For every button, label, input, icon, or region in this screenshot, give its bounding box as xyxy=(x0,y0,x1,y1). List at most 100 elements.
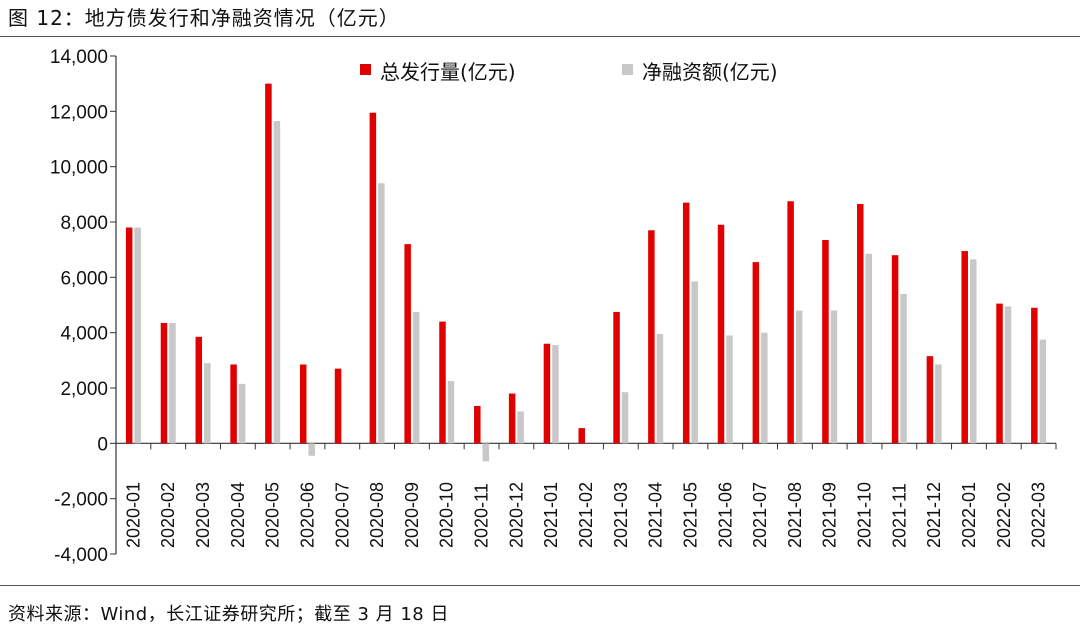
x-tick-label: 2021-03 xyxy=(611,482,631,548)
bar-net-financing xyxy=(412,311,420,444)
bar-issuance xyxy=(265,83,272,444)
bar-net-financing xyxy=(552,345,559,444)
x-tick-label: 2021-08 xyxy=(785,482,805,548)
bar-net-financing xyxy=(969,259,977,444)
y-tick-label: 8,000 xyxy=(60,213,108,234)
bar-issuance xyxy=(857,204,864,444)
bar-issuance xyxy=(543,343,551,444)
x-tick-label: 2020-05 xyxy=(263,482,283,548)
bar-issuance xyxy=(369,112,377,444)
y-tick-label: 2,000 xyxy=(60,379,108,400)
x-tick-label: 2021-02 xyxy=(576,482,596,548)
bar-issuance xyxy=(195,336,203,444)
bar-net-financing xyxy=(273,121,281,444)
y-tick-label: 12,000 xyxy=(50,102,108,123)
bar-issuance xyxy=(613,311,620,444)
x-tick-label: 2021-09 xyxy=(820,482,840,548)
bar-issuance xyxy=(578,428,585,444)
legend-swatch xyxy=(360,64,371,75)
x-tick-label: 2020-08 xyxy=(367,482,387,548)
bar-net-financing xyxy=(1004,306,1012,444)
bar-issuance xyxy=(160,322,168,444)
x-tick-label: 2020-03 xyxy=(193,482,213,548)
bar-issuance xyxy=(787,201,794,444)
bar-issuance xyxy=(404,244,411,444)
bar-issuance xyxy=(648,230,655,444)
y-tick-label: -4,000 xyxy=(54,545,108,566)
x-axis: 2020-01 2020-02 2020-03 2020-04 2020-05 2020-… xyxy=(115,442,1057,548)
bar-net-financing xyxy=(134,227,141,444)
bar-issuance xyxy=(822,239,829,444)
x-tick-label: 2020-04 xyxy=(228,482,248,548)
bar-net-financing xyxy=(656,334,664,444)
legend: 总发行量(亿元) 净融资额(亿元) xyxy=(360,60,778,84)
bar-net-financing xyxy=(830,310,838,444)
bar-net-financing xyxy=(935,364,942,444)
bar-issuance xyxy=(961,251,968,444)
bar-issuance xyxy=(230,364,237,444)
figure-title: 图 12：地方债发行和净融资情况（亿元） xyxy=(8,6,400,30)
bar-net-financing xyxy=(482,443,490,462)
bar-net-financing xyxy=(691,281,698,444)
bar-issuance xyxy=(1031,307,1038,444)
bar-issuance xyxy=(891,255,899,444)
source-note: 资料来源：Wind，长江证券研究所；截至 3 月 18 日 xyxy=(8,604,449,625)
bar-issuance xyxy=(334,368,342,444)
bar-issuance xyxy=(299,364,307,444)
y-tick-label: 0 xyxy=(97,434,108,455)
x-tick-label: 2021-05 xyxy=(680,482,700,548)
bottom-rule xyxy=(0,585,1080,586)
x-tick-label: 2021-07 xyxy=(750,482,770,548)
x-tick-label: 2021-10 xyxy=(855,482,875,548)
bar-net-financing xyxy=(621,392,629,444)
bar-net-financing xyxy=(447,381,455,444)
x-tick-label: 2021-11 xyxy=(889,483,909,548)
bar-net-financing xyxy=(726,335,733,444)
x-tick-label: 2020-02 xyxy=(158,482,178,548)
x-tick-label: 2021-01 xyxy=(541,482,561,548)
x-tick-label: 2021-04 xyxy=(646,482,666,548)
x-tick-label: 2021-06 xyxy=(715,482,735,548)
bar-net-financing xyxy=(517,411,524,444)
x-tick-label: 2021-12 xyxy=(924,482,944,548)
y-tick-label: 10,000 xyxy=(50,158,108,179)
legend-label: 总发行量(亿元) xyxy=(380,60,516,84)
bar-issuance xyxy=(682,202,690,444)
bar-net-financing xyxy=(308,443,315,456)
bar-issuance xyxy=(474,405,481,444)
bar-issuance xyxy=(125,227,133,444)
y-tick-label: 4,000 xyxy=(60,324,108,345)
y-tick-label: -2,000 xyxy=(54,490,108,511)
bar-net-financing xyxy=(761,332,768,444)
bar-net-financing xyxy=(900,293,907,444)
y-tick-label: 14,000 xyxy=(50,47,108,68)
bar-net-financing xyxy=(865,253,873,444)
y-tick-label: 6,000 xyxy=(60,268,108,289)
x-tick-label: 2020-07 xyxy=(332,482,352,548)
bar-net-financing xyxy=(238,383,246,444)
bar-issuance xyxy=(717,224,725,444)
bar-net-financing xyxy=(204,363,211,444)
y-axis: 14,000 12,000 10,000 8,000 6,000 4,000 2,000 0 -… xyxy=(50,47,117,566)
x-tick-label: 2020-11 xyxy=(472,483,492,548)
x-tick-label: 2022-01 xyxy=(959,482,979,548)
legend-label: 净融资额(亿元) xyxy=(642,60,778,84)
bar-net-financing xyxy=(795,310,803,444)
x-tick-label: 2020-09 xyxy=(402,482,422,548)
x-tick-label: 2022-02 xyxy=(994,482,1014,548)
legend-swatch xyxy=(622,64,633,75)
bar-net-financing xyxy=(378,183,385,444)
x-tick-label: 2020-01 xyxy=(123,482,143,548)
x-tick-label: 2020-06 xyxy=(297,482,317,548)
bar-net-financing xyxy=(1039,339,1047,444)
bar-issuance xyxy=(996,303,1003,444)
x-tick-label: 2020-12 xyxy=(506,482,526,548)
bars xyxy=(125,83,1047,462)
bar-net-financing xyxy=(169,322,176,444)
bar-issuance xyxy=(752,262,760,444)
bar-issuance xyxy=(926,356,934,444)
x-tick-label: 2022-03 xyxy=(1029,482,1049,548)
bar-issuance xyxy=(508,393,516,444)
bar-issuance xyxy=(439,321,446,444)
